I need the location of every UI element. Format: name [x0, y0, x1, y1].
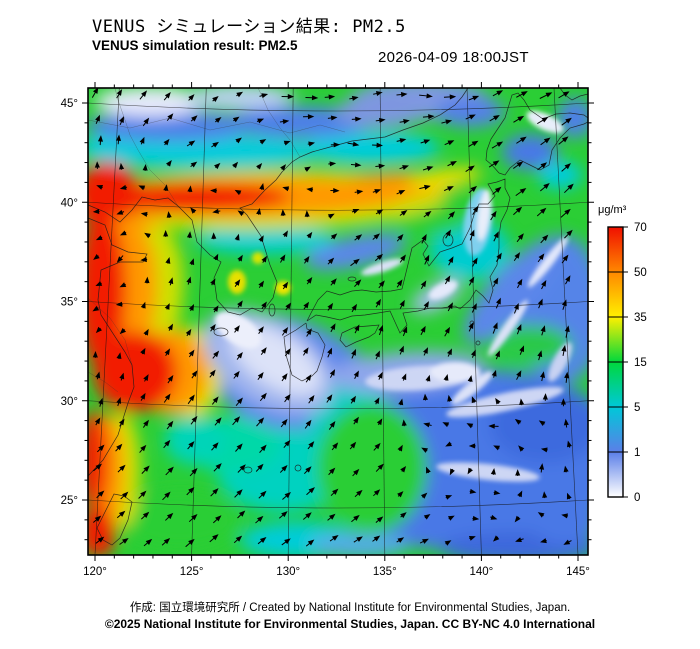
- x-tick-label: 125°: [180, 566, 204, 578]
- x-tick-label: 120°: [83, 566, 107, 578]
- rivers-borders: [88, 88, 346, 393]
- colorbar-tick-label: 50: [634, 267, 647, 279]
- y-tick-label: 45°: [61, 98, 78, 110]
- valid-datetime: 2026-04-09 18:00JST: [378, 49, 529, 66]
- y-tick-label: 35°: [61, 297, 78, 309]
- x-tick-label: 140°: [470, 566, 494, 578]
- y-tick-label: 30°: [61, 396, 78, 408]
- axis-labels: 120° 125° 130° 135° 140° 145° 45° 40° 35° 30° 25°: [61, 98, 590, 578]
- y-tick-label: 40°: [61, 197, 78, 209]
- colorbar-tick-label: 35: [634, 312, 647, 324]
- colorbar-tick-label: 0: [634, 492, 640, 504]
- colorbar-unit-label: μg/m³: [598, 204, 627, 216]
- license-line: ©2025 National Institute for Environment…: [104, 617, 596, 631]
- page-title-japanese: VENUS シミュレーション結果: PM2.5: [92, 17, 406, 37]
- credit-line: 作成: 国立環境研究所 / Created by National Instit…: [129, 602, 571, 614]
- axis-ticks: [82, 82, 594, 561]
- colorbar-tick-label: 1: [634, 447, 640, 459]
- x-tick-label: 130°: [276, 566, 300, 578]
- x-tick-label: 135°: [373, 566, 397, 578]
- pm25-field: [88, 88, 588, 555]
- page-title-english: VENUS simulation result: PM2.5: [92, 38, 298, 53]
- graticule: [88, 88, 588, 555]
- wind-arrows: [91, 88, 574, 548]
- colorbar-tick-label: 15: [634, 357, 647, 369]
- y-tick-label: 25°: [61, 495, 78, 507]
- x-tick-label: 145°: [566, 566, 590, 578]
- colorbar-tick-label: 70: [634, 222, 647, 234]
- colorbar-tick-label: 5: [634, 402, 640, 414]
